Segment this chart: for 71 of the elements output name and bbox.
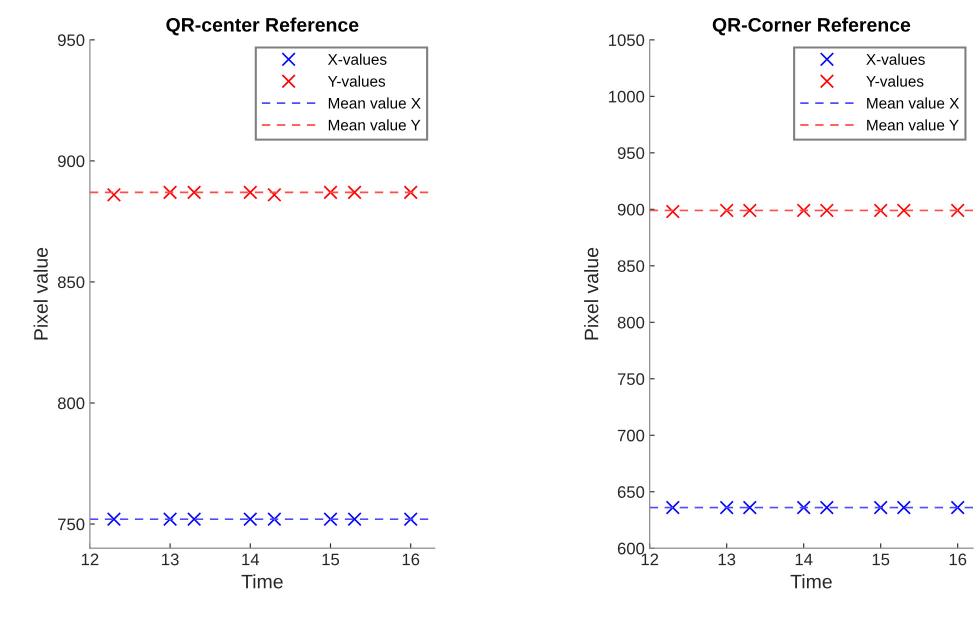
y-tick-label: 900 (618, 204, 644, 216)
point (347, 185, 362, 200)
point (950, 500, 965, 515)
point (720, 203, 734, 218)
point (404, 185, 418, 200)
point (950, 203, 965, 218)
y-tick-label: 650 (618, 486, 644, 498)
x-tick-label: 14 (796, 554, 812, 566)
point (323, 185, 338, 200)
point (666, 500, 680, 515)
point (243, 512, 258, 526)
legend-label: X-values (328, 54, 386, 65)
y-axis-title: Pixel value (34, 248, 48, 340)
point (874, 203, 888, 218)
chart-title: QR-Corner Reference (712, 17, 910, 36)
point (720, 500, 734, 515)
legend-label: Y-values (866, 76, 924, 87)
legend-label: Mean value X (867, 97, 960, 109)
y-axis-title: Pixel value (584, 248, 598, 340)
x-tick-label: 15 (322, 554, 340, 566)
legend-label: Mean value X (328, 97, 421, 109)
legend-label: Mean value Y (328, 119, 420, 130)
point (742, 500, 757, 515)
point (243, 185, 258, 200)
x-tick-label: 12 (82, 554, 98, 566)
point (404, 512, 418, 526)
point (106, 512, 122, 526)
point (163, 185, 178, 200)
chart-title: QR-center Reference (166, 17, 358, 36)
y-tick-label: 850 (58, 276, 84, 288)
point (796, 500, 811, 515)
point (896, 203, 911, 218)
point (742, 203, 757, 218)
y-tick-label: 1050 (609, 34, 644, 46)
y-tick-label: 800 (618, 316, 644, 328)
legend-label: X-values (866, 54, 925, 65)
x-tick-label: 15 (872, 554, 890, 566)
y-tick-label: 1000 (609, 90, 644, 103)
y-tick-label: 750 (58, 518, 84, 530)
point (347, 512, 362, 526)
y-tick-label: 900 (58, 155, 84, 168)
y-tick-label: 600 (618, 542, 644, 554)
point (187, 185, 202, 200)
x-tick-label: 13 (718, 554, 736, 566)
x-tick-label: 16 (402, 554, 420, 566)
y-tick-label: 850 (618, 260, 644, 272)
point (163, 512, 178, 526)
point (187, 512, 202, 526)
point (267, 188, 282, 202)
x-axis-title: Time (790, 574, 832, 588)
y-tick-label: 800 (58, 397, 84, 410)
point (896, 500, 911, 515)
x-axis-title: Time (242, 574, 283, 588)
point (796, 203, 811, 218)
x-tick-label: 14 (242, 554, 260, 566)
x-tick-label: 13 (162, 554, 179, 566)
point (820, 203, 834, 218)
legend-label: Mean value Y (867, 119, 959, 130)
point (106, 188, 122, 202)
point (666, 204, 680, 219)
y-tick-label: 750 (618, 373, 644, 385)
x-tick-label: 16 (950, 554, 966, 566)
point (267, 512, 282, 526)
legend-label: Y-values (328, 76, 386, 87)
y-tick-label: 950 (58, 34, 84, 46)
point (323, 512, 338, 526)
point (820, 500, 834, 515)
y-tick-label: 700 (618, 430, 644, 442)
x-tick-label: 12 (642, 554, 658, 566)
y-tick-label: 950 (618, 147, 644, 160)
point (874, 500, 888, 515)
